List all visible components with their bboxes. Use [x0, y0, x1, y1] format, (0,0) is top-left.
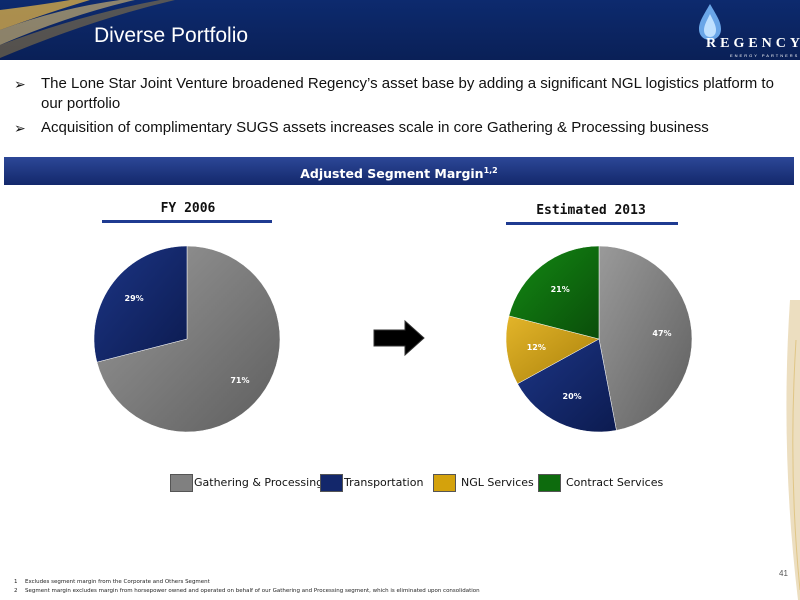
chart-title-underline	[102, 220, 272, 223]
pie-data-label: 20%	[563, 392, 582, 401]
right-arrow-icon	[373, 319, 425, 357]
side-swoosh-decoration	[786, 300, 800, 600]
footnote-text: Segment margin excludes margin from hors…	[25, 588, 480, 594]
pie-slice-contract-services	[508, 245, 600, 340]
pie-data-label: 29%	[125, 294, 144, 303]
legend-swatch	[320, 474, 343, 492]
chart-title-est2013: Estimated 2013	[536, 203, 646, 218]
footnote: 2 Segment margin excludes margin from hor…	[14, 587, 480, 596]
header-swoosh-decoration	[0, 0, 175, 58]
legend-label: Contract Services	[566, 476, 664, 489]
legend-label: Gathering & Processing	[194, 476, 324, 489]
arrow-bullet-icon: ➢	[14, 120, 26, 136]
page-number: 41	[779, 569, 788, 578]
pie-slice-transportation	[517, 338, 617, 433]
bullet-text: Acquisition of complimentary SUGS assets…	[41, 119, 709, 136]
page-title: Diverse Portfolio	[94, 24, 249, 47]
regency-logo-text: REGENCY	[706, 36, 800, 51]
footnotes: 1 Excludes segment margin from the Corpor…	[14, 578, 480, 596]
bullet-item: ➢ Acquisition of complimentary SUGS asset…	[14, 118, 784, 138]
pie-slice-ngl-services	[505, 315, 600, 385]
pie-data-label: 71%	[230, 376, 249, 385]
pie-data-label: 21%	[551, 285, 570, 294]
legend-swatch	[170, 474, 193, 492]
chart-title-fy2006: FY 2006	[160, 201, 216, 216]
arrow-bullet-icon: ➢	[14, 76, 26, 92]
regency-logo-subtitle: ENERGY PARTNERS	[730, 53, 800, 58]
legend-swatch	[433, 474, 456, 492]
pie-chart-est2013: 47% 20% 12% 21%	[505, 245, 693, 433]
flame-icon	[699, 4, 721, 40]
pie-chart-fy2006: 71% 29%	[93, 245, 281, 433]
pie-data-label: 47%	[652, 329, 671, 338]
footnote: 1 Excludes segment margin from the Corpor…	[14, 578, 480, 587]
footnote-number: 2	[14, 588, 18, 594]
banner-footnote-ref: 1,2	[483, 166, 498, 175]
bullet-text: The Lone Star Joint Venture broadened Re…	[41, 75, 774, 112]
pie-slice-gathering-and-processing	[96, 245, 281, 433]
pie-slice-transportation	[93, 245, 188, 363]
segment-margin-banner: Adjusted Segment Margin1,2	[4, 157, 794, 185]
bullet-list: ➢ The Lone Star Joint Venture broadened R…	[14, 74, 784, 142]
legend-swatch	[538, 474, 561, 492]
bullet-item: ➢ The Lone Star Joint Venture broadened R…	[14, 74, 784, 114]
header-bar: Diverse Portfolio REGENCY ENERGY PARTNER…	[0, 0, 800, 60]
chart-title-underline	[506, 222, 678, 225]
banner-text: Adjusted Segment Margin	[300, 166, 484, 182]
pie-data-label: 12%	[527, 343, 546, 352]
pie-slice-gathering-and-processing	[598, 245, 693, 431]
footnote-number: 1	[14, 579, 18, 585]
footnote-text: Excludes segment margin from the Corpora…	[25, 579, 210, 585]
legend-label: Transportation	[344, 476, 424, 489]
legend-label: NGL Services	[461, 476, 534, 489]
